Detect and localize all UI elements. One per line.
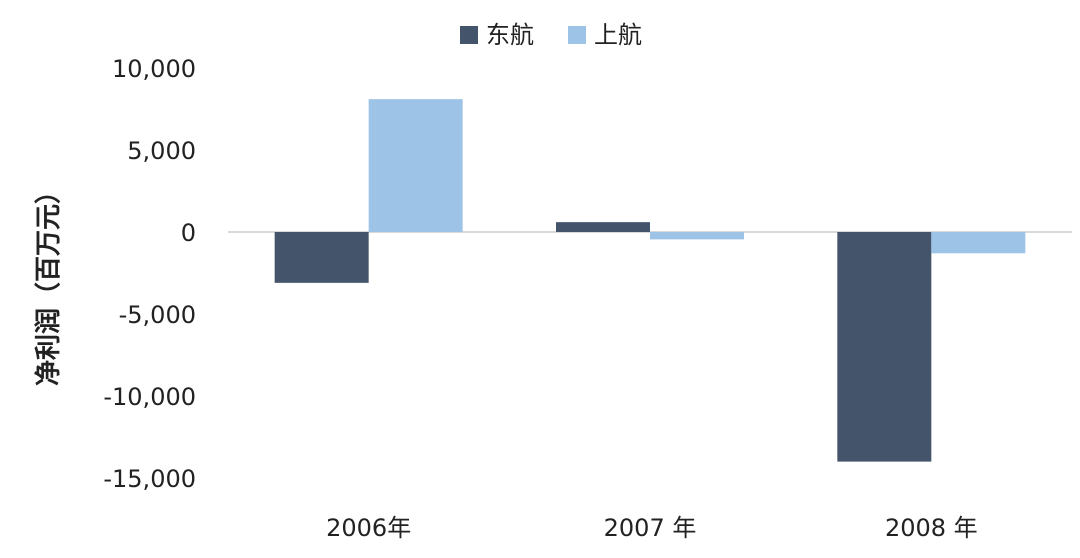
- y-tick-label: 5,000: [127, 137, 196, 165]
- y-tick-label: -5,000: [119, 301, 196, 329]
- legend-label: 上航: [594, 21, 642, 49]
- bars: [274, 99, 1026, 462]
- x-tick-label: 2007 年: [604, 514, 697, 542]
- bar-东航-2: [837, 232, 932, 462]
- bar-上航-1: [650, 232, 744, 240]
- y-tick-label: 0: [181, 219, 196, 247]
- x-axis: 2006年 2007 年 2008 年: [326, 514, 978, 542]
- y-tick-label: -15,000: [103, 465, 196, 493]
- legend-swatch: [460, 26, 478, 44]
- legend-swatch: [568, 26, 586, 44]
- x-tick-label: 2008 年: [885, 514, 978, 542]
- legend-label: 东航: [486, 21, 534, 49]
- x-tick-label: 2006年: [326, 514, 411, 542]
- bar-上航-0: [368, 99, 463, 232]
- y-axis: 10,000 5,000 0 -5,000 -10,000 -15,000: [103, 55, 196, 493]
- bar-东航-1: [556, 222, 650, 232]
- y-tick-label: 10,000: [112, 55, 196, 83]
- legend: 东航 上航: [460, 21, 642, 49]
- bar-上航-2: [931, 232, 1026, 254]
- bar-东航-0: [274, 232, 369, 283]
- y-tick-label: -10,000: [103, 383, 196, 411]
- y-axis-label: 净利润（百万元）: [33, 178, 64, 386]
